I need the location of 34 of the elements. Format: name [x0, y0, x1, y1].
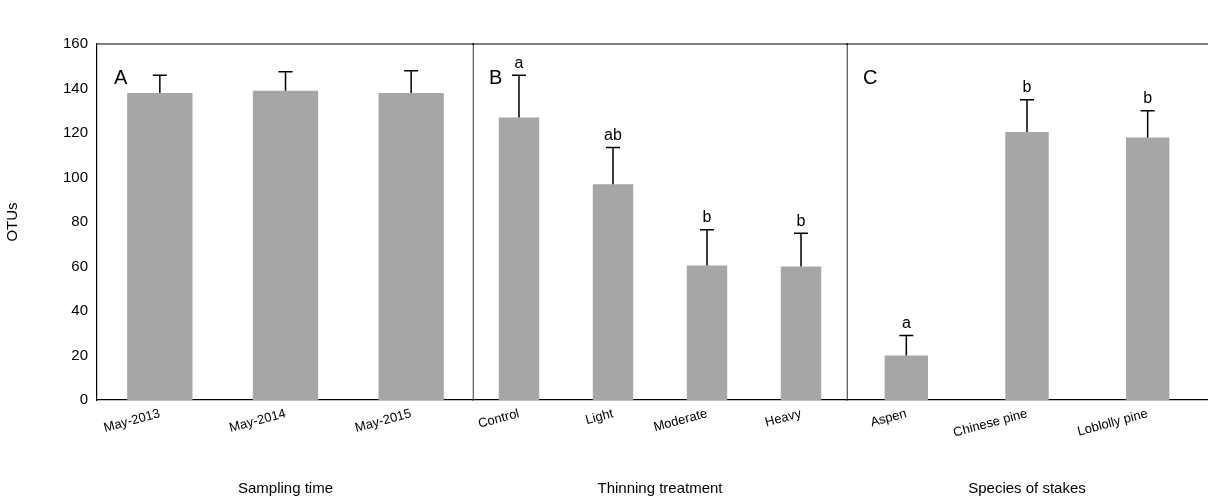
x-axis-title: Thinning treatment [597, 479, 724, 497]
annotation: a [514, 53, 524, 71]
annotation: b [1022, 78, 1032, 96]
x-tick-label: Heavy [763, 405, 804, 430]
y-tick-label: 60 [71, 256, 88, 274]
annotation: C [863, 65, 878, 88]
y-axis-title: OTUs [3, 202, 21, 242]
annotation: B [489, 65, 503, 88]
annotation: ab [604, 125, 622, 143]
annotation: b [1143, 89, 1153, 107]
bar [780, 266, 822, 400]
x-tick-label: Light [583, 405, 616, 428]
y-tick-label: 120 [62, 123, 88, 141]
annotation: A [114, 65, 128, 88]
y-tick-label: 160 [62, 34, 88, 52]
annotation: a [901, 313, 911, 331]
x-tick-label: Chinese pine [951, 405, 1029, 440]
x-tick-label: Loblolly pine [1075, 405, 1150, 439]
y-tick-label: 20 [71, 345, 88, 363]
y-tick-label: 140 [62, 78, 88, 96]
y-tick-label: 40 [71, 301, 88, 319]
x-tick-label: Aspen [868, 405, 909, 430]
y-tick-label: 0 [79, 390, 88, 408]
x-tick-label: Control [476, 405, 521, 431]
bar [686, 265, 728, 400]
annotation: b [702, 208, 712, 226]
y-tick-label: 80 [71, 212, 88, 230]
annotation: b [796, 211, 806, 229]
x-axis-title: Sampling time [237, 479, 334, 497]
x-axis-title: Species of stakes [968, 479, 1086, 497]
bar [498, 117, 540, 400]
bar [592, 184, 634, 400]
x-tick-label: Moderate [651, 405, 709, 435]
y-tick-label: 100 [62, 167, 88, 185]
